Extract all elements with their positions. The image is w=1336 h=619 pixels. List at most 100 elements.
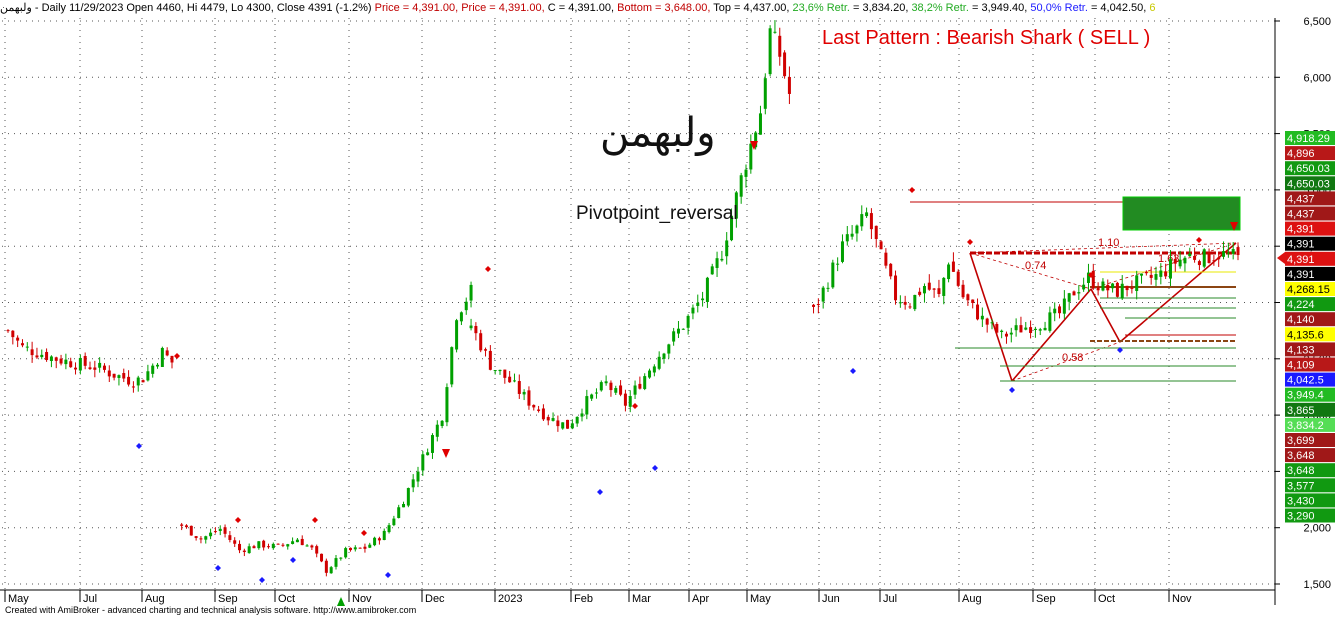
candle-body (546, 417, 550, 421)
x-tick-label: Jun (822, 593, 840, 605)
price-tag-label: 4,140 (1287, 314, 1315, 326)
candle-body (1000, 330, 1004, 332)
candle-body (242, 550, 246, 553)
ohlc-info: - Daily 11/29/2023 Open 4460, Hi 4479, L… (31, 2, 375, 14)
candle-body (657, 356, 661, 369)
candle-body (985, 318, 989, 325)
candle-body (517, 381, 521, 394)
candle-body (469, 284, 473, 301)
price-tag-label: 4,918.29 (1287, 133, 1330, 145)
price-tag (1285, 387, 1335, 402)
pattern-leg-ab (1011, 288, 1092, 382)
candle-body (1226, 252, 1230, 254)
candle-body (320, 553, 324, 562)
candle-body (1072, 291, 1076, 296)
candle-body (131, 386, 135, 388)
candle-body (11, 330, 15, 338)
x-tick-label: Dec (425, 593, 445, 605)
price-tag (1285, 206, 1335, 221)
candle-body (1193, 255, 1197, 260)
candle-body (913, 294, 917, 310)
candle-body (93, 367, 97, 370)
price-tag-label: 3,648 (1287, 450, 1315, 462)
candle-body (826, 287, 830, 289)
candle-body (435, 424, 439, 437)
candle-body (720, 258, 724, 261)
candle-body (430, 435, 434, 453)
candle-body (107, 370, 111, 377)
price-tag-label: 4,391 (1287, 239, 1315, 251)
candle-body (1101, 281, 1105, 291)
candle-body (411, 479, 415, 488)
candle-body (266, 546, 270, 548)
candle-body (512, 380, 516, 382)
candle-body (276, 543, 280, 545)
pattern-ratio-bd (1090, 242, 1237, 290)
candle-body (816, 304, 820, 306)
x-tick-label: Aug (145, 593, 165, 605)
candle-body (1014, 325, 1018, 331)
price-tag-label: 4,650.03 (1287, 163, 1330, 175)
pivot-diamond (909, 187, 915, 193)
pivot-diamond (235, 517, 241, 523)
candle-body (768, 28, 772, 75)
x-tick-label: Feb (574, 593, 593, 605)
candle-body (204, 536, 208, 540)
candle-body (160, 347, 164, 367)
candle-body (951, 261, 955, 272)
symbol-name: ولبهمن (0, 2, 32, 14)
candle-body (1033, 328, 1037, 331)
price-tag (1285, 282, 1335, 296)
y-tick-label: 6,500 (1303, 16, 1331, 28)
candle-body (180, 524, 184, 526)
candle-body (734, 192, 738, 219)
price-tag-label: 3,865 (1287, 405, 1315, 417)
pivot-diamond (1088, 272, 1094, 278)
candle-body (353, 547, 357, 550)
candle-body (377, 538, 381, 541)
candle-body (416, 471, 420, 482)
candle-body (705, 277, 709, 302)
candle-body (686, 315, 690, 328)
candle-body (281, 544, 285, 546)
chart-info-header: ولبهمن - Daily 11/29/2023 Open 4460, Hi … (0, 0, 1336, 16)
ratio-label: 0.74 (1025, 260, 1046, 272)
pivot-diamond (652, 465, 658, 471)
pivot-diamond (290, 557, 296, 563)
price-tag (1285, 433, 1335, 447)
price-tag (1285, 146, 1335, 161)
candle-body (64, 359, 68, 365)
candle-body (667, 344, 671, 354)
price-tag (1285, 342, 1335, 357)
candle-body (1091, 270, 1095, 288)
price-tag-label: 4,896 (1287, 148, 1315, 160)
pattern-ratio-xd (969, 242, 1237, 254)
candle-body (1212, 260, 1216, 262)
pivot-diamond (967, 239, 973, 245)
candle-body (363, 546, 367, 549)
candle-body (479, 333, 483, 351)
candle-body (102, 365, 106, 370)
ratio-label: 0.58 (1062, 352, 1083, 364)
candle-body (1207, 251, 1211, 263)
candle-body (561, 422, 565, 429)
candle-body (614, 388, 618, 393)
price-tag-label: 4,133 (1287, 344, 1315, 356)
candle-body (324, 560, 328, 573)
price-tag-label: 4,391 (1287, 254, 1315, 266)
candle-body (594, 392, 598, 394)
candle-body (821, 287, 825, 302)
candle-body (522, 391, 526, 395)
candle-body (869, 213, 873, 230)
candle-body (1115, 282, 1119, 297)
price-tag (1285, 463, 1335, 478)
candle-body (623, 393, 627, 406)
y-tick-label: 2,000 (1303, 523, 1331, 535)
candle-body (990, 322, 994, 324)
candle-body (710, 266, 714, 275)
pivot-diamond (385, 572, 391, 578)
candle-body (715, 258, 719, 268)
price-tag (1285, 493, 1335, 508)
candle-body (725, 240, 729, 257)
candle-body (310, 545, 314, 548)
